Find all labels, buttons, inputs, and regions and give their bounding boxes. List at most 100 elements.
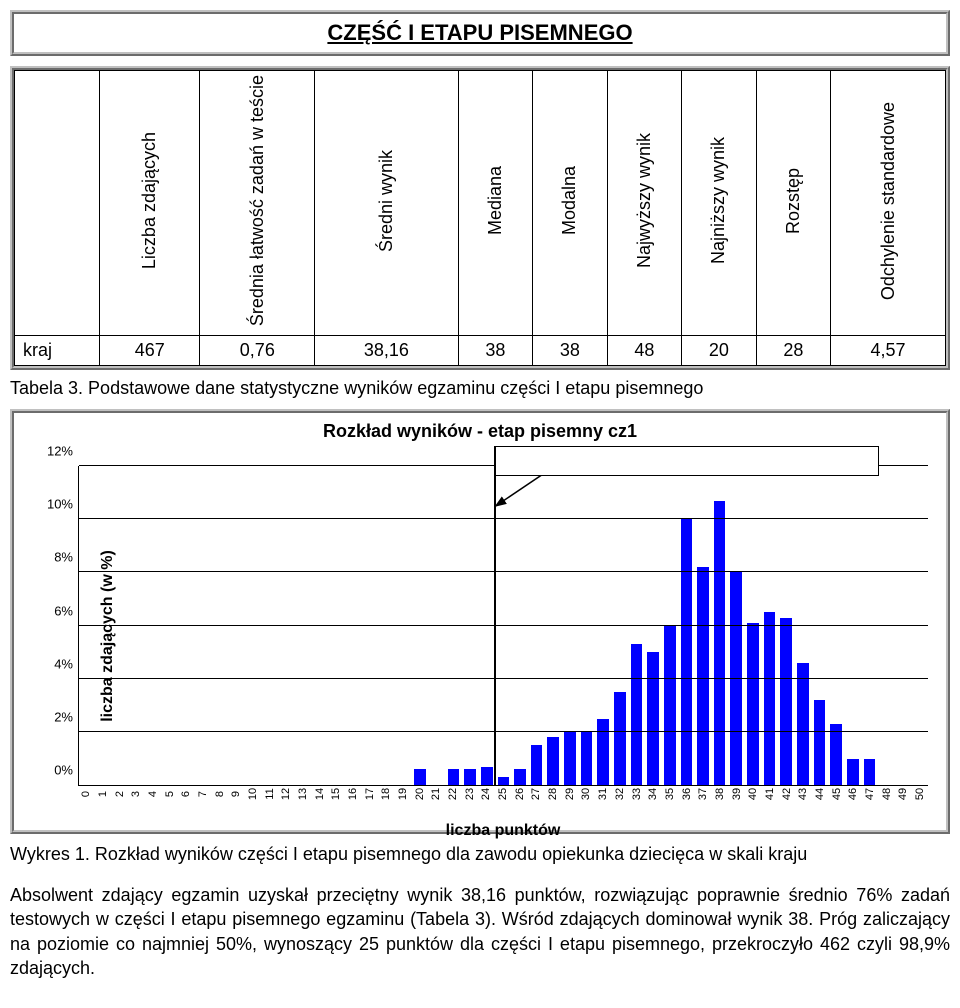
y-tick-label: 12% xyxy=(39,444,73,459)
stats-header: Najniższy wynik xyxy=(682,71,757,336)
x-axis-label: liczba punktów xyxy=(78,822,928,840)
x-tick: 45 xyxy=(828,786,845,826)
x-tick: 18 xyxy=(378,786,395,826)
x-tick: 32 xyxy=(612,786,629,826)
bar xyxy=(697,567,709,785)
x-tick: 43 xyxy=(795,786,812,826)
x-tick: 19 xyxy=(395,786,412,826)
bar xyxy=(647,652,659,785)
bar xyxy=(448,769,460,785)
x-ticks: 0123456789101112131415161718192021222324… xyxy=(78,786,928,826)
y-tick-label: 0% xyxy=(39,763,73,778)
bar-cell xyxy=(428,466,445,785)
page-title-panel: CZĘŚĆ I ETAPU PISEMNEGO xyxy=(10,10,950,56)
x-tick: 28 xyxy=(545,786,562,826)
bar-cell xyxy=(96,466,113,785)
bar-cell xyxy=(861,466,878,785)
x-tick: 38 xyxy=(712,786,729,826)
bar xyxy=(814,700,826,785)
bar-cell xyxy=(379,466,396,785)
x-tick: 29 xyxy=(561,786,578,826)
y-tick-label: 6% xyxy=(39,603,73,618)
y-tick-label: 8% xyxy=(39,550,73,565)
bar-cell xyxy=(312,466,329,785)
stats-cell: 48 xyxy=(607,336,682,366)
stats-header: Mediana xyxy=(458,71,533,336)
bar-cell xyxy=(345,466,362,785)
x-tick: 16 xyxy=(345,786,362,826)
bar-cell xyxy=(894,466,911,785)
x-tick: 44 xyxy=(812,786,829,826)
bar-cell xyxy=(445,466,462,785)
bar-cell xyxy=(628,466,645,785)
body-paragraph: Absolwent zdający egzamin uzyskał przeci… xyxy=(10,883,950,980)
x-tick: 39 xyxy=(728,786,745,826)
bar-cell xyxy=(462,466,479,785)
stats-header: Modalna xyxy=(533,71,608,336)
x-tick: 46 xyxy=(845,786,862,826)
bar-cell xyxy=(661,466,678,785)
bar-cell xyxy=(395,466,412,785)
bar-cell xyxy=(828,466,845,785)
x-tick: 37 xyxy=(695,786,712,826)
x-tick: 33 xyxy=(628,786,645,826)
x-tick: 21 xyxy=(428,786,445,826)
bar-cell xyxy=(245,466,262,785)
bar xyxy=(414,769,426,785)
gridline xyxy=(79,625,928,626)
x-tick: 36 xyxy=(678,786,695,826)
bar xyxy=(614,692,626,785)
bar-cell xyxy=(562,466,579,785)
bar-cell xyxy=(612,466,629,785)
x-tick: 42 xyxy=(778,786,795,826)
plot-area: 0%2%4%6%8%10%12% xyxy=(78,466,928,786)
bar-cell xyxy=(146,466,163,785)
stats-cell: 4,57 xyxy=(831,336,946,366)
bar-cell xyxy=(79,466,96,785)
bar xyxy=(514,769,526,785)
bar xyxy=(681,519,693,785)
bar xyxy=(847,759,859,786)
bar xyxy=(597,719,609,785)
bar-cell xyxy=(528,466,545,785)
x-tick: 15 xyxy=(328,786,345,826)
stats-cell: 28 xyxy=(756,336,831,366)
stats-cell: 20 xyxy=(682,336,757,366)
stats-cell: 0,76 xyxy=(200,336,315,366)
bar-cell xyxy=(262,466,279,785)
gridline xyxy=(79,571,928,572)
threshold-line xyxy=(494,446,496,785)
stats-cell: 467 xyxy=(100,336,200,366)
x-tick: 3 xyxy=(128,786,145,826)
gridline xyxy=(79,731,928,732)
bar-cell xyxy=(728,466,745,785)
bar xyxy=(830,724,842,785)
stats-cell: 38 xyxy=(458,336,533,366)
bar xyxy=(864,759,876,786)
bar-cell xyxy=(911,466,928,785)
bar-cell xyxy=(745,466,762,785)
bar xyxy=(547,737,559,785)
x-tick: 34 xyxy=(645,786,662,826)
bar-cell xyxy=(195,466,212,785)
bar-cell xyxy=(645,466,662,785)
bar-cell xyxy=(578,466,595,785)
bar-cell xyxy=(545,466,562,785)
bar xyxy=(780,618,792,785)
x-tick: 5 xyxy=(161,786,178,826)
bar xyxy=(564,732,576,785)
bar xyxy=(631,644,643,785)
bar xyxy=(531,745,543,785)
bar-cell xyxy=(512,466,529,785)
x-tick: 41 xyxy=(762,786,779,826)
x-tick: 24 xyxy=(478,786,495,826)
bar-cell xyxy=(295,466,312,785)
x-tick: 22 xyxy=(445,786,462,826)
x-tick: 23 xyxy=(461,786,478,826)
bar xyxy=(747,623,759,785)
bar xyxy=(714,501,726,785)
bar-cell xyxy=(478,466,495,785)
bar-cell xyxy=(179,466,196,785)
bar-cell xyxy=(811,466,828,785)
annotation-box xyxy=(495,446,880,476)
